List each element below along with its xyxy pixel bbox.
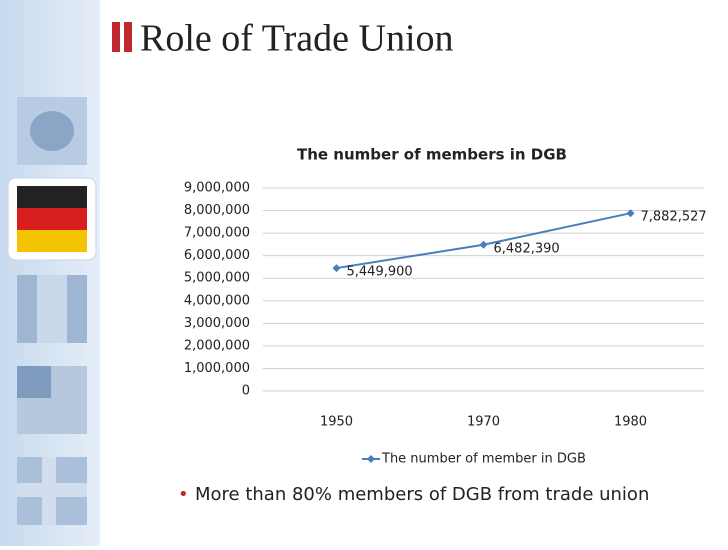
- sidebar: [0, 0, 100, 546]
- title-accent: [112, 22, 120, 52]
- x-tick-label: 1950: [320, 415, 353, 430]
- value-label: 7,882,527: [641, 210, 707, 225]
- x-tick-label: 1980: [614, 415, 647, 430]
- bullet-marker: •: [178, 484, 189, 505]
- y-tick-label: 5,000,000: [184, 271, 250, 286]
- y-tick-label: 9,000,000: [184, 181, 250, 196]
- y-tick-label: 0: [242, 384, 250, 399]
- y-tick-label: 7,000,000: [184, 226, 250, 241]
- value-label: 6,482,390: [494, 241, 560, 256]
- icon-circle: [30, 111, 74, 151]
- legend-label: The number of member in DGB: [381, 452, 586, 467]
- marker: [479, 240, 488, 249]
- y-tick-label: 8,000,000: [184, 203, 250, 218]
- y-tick-label: 4,000,000: [184, 293, 250, 308]
- value-label: 5,449,900: [347, 265, 413, 280]
- y-tick-label: 3,000,000: [184, 316, 250, 331]
- title-accent: [124, 22, 132, 52]
- bullet-text: More than 80% members of DGB from trade …: [195, 484, 649, 505]
- y-tick-label: 6,000,000: [184, 248, 250, 263]
- icon-cross: [17, 483, 87, 497]
- legend-marker: [367, 455, 375, 463]
- x-tick-label: 1970: [467, 415, 500, 430]
- icon-canton: [17, 366, 51, 398]
- y-tick-label: 1,000,000: [184, 361, 250, 376]
- chart-title: The number of members in DGB: [297, 146, 567, 164]
- flag-stripe: [17, 186, 87, 208]
- marker: [332, 264, 341, 273]
- slide-title: Role of Trade Union: [140, 18, 454, 60]
- y-tick-label: 2,000,000: [184, 338, 250, 353]
- marker: [626, 209, 635, 218]
- flag-stripe: [17, 208, 87, 230]
- sidebar-icons: [7, 97, 97, 525]
- icon-stripe: [37, 275, 67, 343]
- flag-stripe: [17, 230, 87, 252]
